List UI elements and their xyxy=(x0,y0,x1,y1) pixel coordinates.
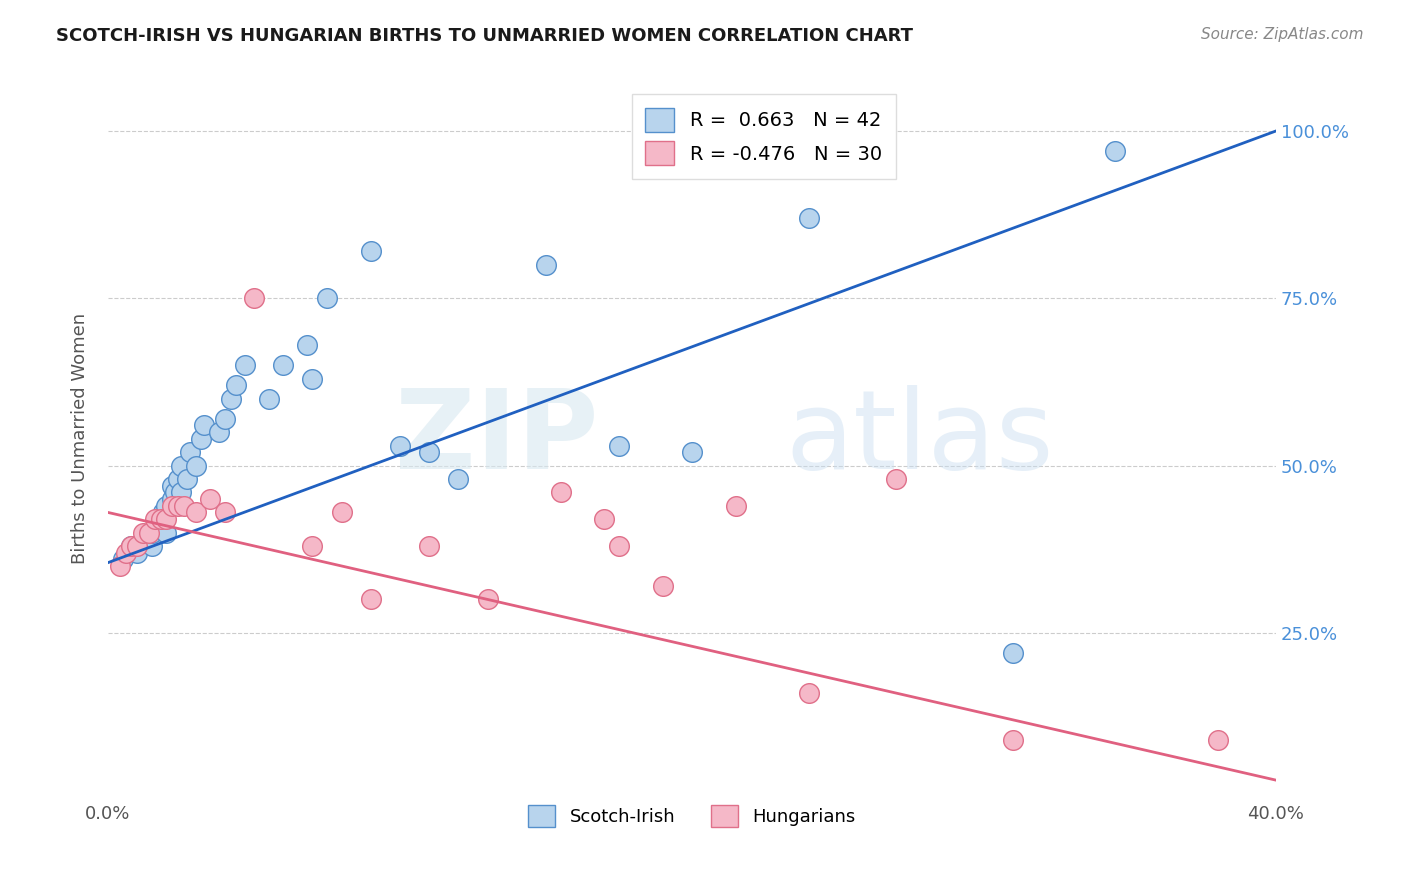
Point xyxy=(593,512,616,526)
Point xyxy=(1002,733,1025,747)
Point xyxy=(167,499,190,513)
Point xyxy=(132,525,155,540)
Point xyxy=(155,525,177,540)
Point xyxy=(316,291,339,305)
Text: atlas: atlas xyxy=(786,385,1054,492)
Point xyxy=(418,445,440,459)
Point xyxy=(233,358,256,372)
Point xyxy=(271,358,294,372)
Point xyxy=(1206,733,1229,747)
Point xyxy=(146,512,169,526)
Point xyxy=(418,539,440,553)
Point xyxy=(886,472,908,486)
Point xyxy=(184,505,207,519)
Point xyxy=(173,499,195,513)
Point xyxy=(160,478,183,492)
Point xyxy=(651,579,673,593)
Point xyxy=(214,505,236,519)
Point xyxy=(184,458,207,473)
Point xyxy=(179,445,201,459)
Point xyxy=(360,592,382,607)
Point xyxy=(141,525,163,540)
Point xyxy=(225,378,247,392)
Point xyxy=(295,338,318,352)
Point xyxy=(257,392,280,406)
Text: SCOTCH-IRISH VS HUNGARIAN BIRTHS TO UNMARRIED WOMEN CORRELATION CHART: SCOTCH-IRISH VS HUNGARIAN BIRTHS TO UNMA… xyxy=(56,27,914,45)
Point xyxy=(114,546,136,560)
Point xyxy=(388,438,411,452)
Point xyxy=(160,491,183,506)
Point xyxy=(127,546,149,560)
Point xyxy=(724,499,747,513)
Point xyxy=(607,438,630,452)
Point xyxy=(170,458,193,473)
Point xyxy=(607,539,630,553)
Point xyxy=(132,533,155,547)
Text: ZIP: ZIP xyxy=(395,385,599,492)
Y-axis label: Births to Unmarried Women: Births to Unmarried Women xyxy=(72,313,89,565)
Point xyxy=(681,445,703,459)
Point xyxy=(120,539,142,553)
Point xyxy=(550,485,572,500)
Point xyxy=(360,244,382,259)
Point xyxy=(797,686,820,700)
Text: Source: ZipAtlas.com: Source: ZipAtlas.com xyxy=(1201,27,1364,42)
Point xyxy=(447,472,470,486)
Point xyxy=(149,518,172,533)
Point xyxy=(152,505,174,519)
Legend: Scotch-Irish, Hungarians: Scotch-Irish, Hungarians xyxy=(520,798,863,835)
Point xyxy=(155,499,177,513)
Point xyxy=(208,425,231,439)
Point xyxy=(120,539,142,553)
Point xyxy=(1002,646,1025,660)
Point xyxy=(193,418,215,433)
Point xyxy=(165,485,187,500)
Point xyxy=(198,491,221,506)
Point xyxy=(170,485,193,500)
Point xyxy=(301,539,323,553)
Point xyxy=(1104,144,1126,158)
Point xyxy=(477,592,499,607)
Point xyxy=(534,258,557,272)
Point xyxy=(138,525,160,540)
Point xyxy=(167,472,190,486)
Point xyxy=(108,559,131,574)
Point xyxy=(176,472,198,486)
Point xyxy=(141,539,163,553)
Point xyxy=(797,211,820,225)
Point xyxy=(243,291,266,305)
Point xyxy=(330,505,353,519)
Point xyxy=(190,432,212,446)
Point xyxy=(214,411,236,425)
Point xyxy=(111,552,134,566)
Point xyxy=(143,512,166,526)
Point xyxy=(219,392,242,406)
Point xyxy=(155,512,177,526)
Point xyxy=(301,371,323,385)
Point xyxy=(127,539,149,553)
Point xyxy=(160,499,183,513)
Point xyxy=(149,512,172,526)
